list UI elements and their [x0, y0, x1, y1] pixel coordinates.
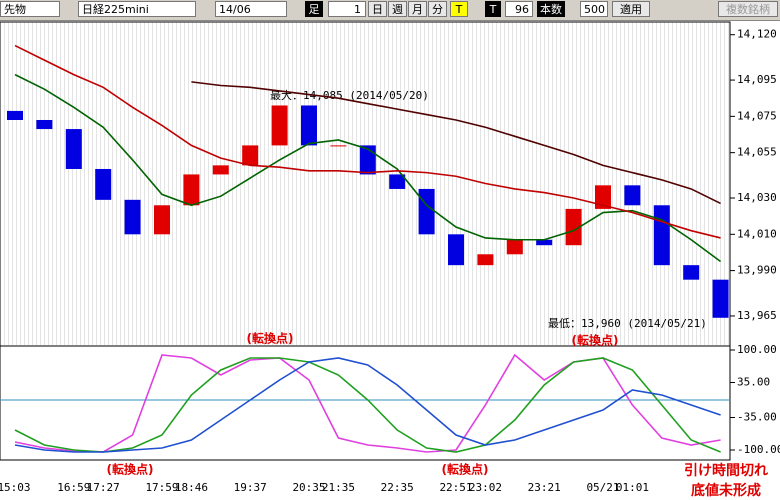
x-tick-label: 05/21 [586, 481, 619, 494]
y-tick-label: -100.00 [737, 443, 780, 456]
candle [683, 265, 700, 280]
y-tick-label: 14,010 [737, 227, 777, 240]
x-tick-label: 21:35 [322, 481, 355, 494]
y-tick-label: 100.00 [737, 343, 777, 356]
x-tick-label: 01:01 [616, 481, 649, 494]
candle [448, 234, 464, 266]
toolbar: 先物 日経225mini 14/06 足 1 日 週 月 分 T T 96 本数… [0, 0, 780, 21]
candle [712, 279, 729, 318]
candle [124, 199, 141, 235]
candle [330, 145, 347, 147]
multi-button[interactable]: 複数銘柄 [718, 1, 778, 17]
bar-size[interactable]: 1 [328, 1, 366, 17]
candle [271, 105, 288, 146]
panel-frame [0, 21, 731, 461]
count-label: 本数 [537, 1, 565, 17]
x-tick-label: 16:59 [57, 481, 90, 494]
y-tick-label: 14,120 [737, 28, 777, 41]
price-panel [0, 22, 730, 345]
turn-label: (転換点) [572, 333, 619, 348]
max-annotation: 最大：14,085 (2014/05/20) [270, 88, 429, 102]
x-tick-label: 19:37 [234, 481, 267, 494]
y-tick-label: 14,095 [737, 73, 777, 86]
market-select[interactable]: 先物 [0, 1, 60, 17]
series-line [191, 81, 721, 205]
day-button[interactable]: 日 [368, 1, 387, 17]
y-tick-label: 14,030 [737, 191, 777, 204]
y-tick-label: 14,075 [737, 109, 777, 122]
note: 底値未形成 [691, 482, 761, 499]
series-line [14, 73, 722, 263]
min-annotation: 最低：13,960 (2014/05/21) [548, 317, 707, 330]
turn-label: (転換点) [107, 462, 154, 477]
symbol-select[interactable]: 日経225mini [78, 1, 196, 17]
week-button[interactable]: 週 [388, 1, 407, 17]
month-button[interactable]: 月 [408, 1, 427, 17]
count-input[interactable]: 96 [505, 1, 533, 17]
candle [36, 119, 53, 130]
candle [506, 239, 523, 255]
y-tick-label: 35.00 [737, 376, 770, 389]
candle [183, 174, 200, 206]
candle [389, 174, 406, 189]
candle [595, 185, 611, 209]
turn-label: (転換点) [442, 462, 489, 477]
series-line [14, 357, 721, 453]
candle [565, 208, 582, 246]
contract-select[interactable]: 14/06 [215, 1, 287, 17]
x-tick-label: 17:27 [87, 481, 120, 494]
candle [653, 205, 670, 266]
x-tick-label: 20:35 [292, 481, 325, 494]
y-tick-label: 13,990 [737, 264, 777, 277]
candle [65, 129, 82, 169]
candle [418, 188, 435, 235]
candle [154, 205, 170, 235]
note: 引け時間切れ [684, 462, 768, 479]
x-tick-label: 23:21 [528, 481, 561, 494]
candle [536, 239, 553, 246]
apply-button[interactable]: 適用 [612, 1, 650, 17]
minute-button[interactable]: 分 [428, 1, 447, 17]
candle [212, 165, 229, 175]
candle [95, 168, 112, 200]
x-tick-label: 22:51 [439, 481, 472, 494]
bar-label: 足 [305, 1, 323, 17]
candle [477, 254, 494, 266]
series-line [14, 357, 721, 453]
candle [301, 105, 317, 146]
y-tick-label: 14,055 [737, 146, 777, 159]
total-input[interactable]: 500 [580, 1, 608, 17]
turn-label: (転換点) [247, 331, 294, 346]
tick-label: T [485, 1, 501, 17]
y-tick-label: 13,965 [737, 309, 777, 322]
candle [7, 110, 23, 120]
x-tick-label: 18:46 [175, 481, 208, 494]
y-tick-label: -35.00 [737, 411, 777, 424]
candle [242, 145, 259, 166]
series-line [14, 353, 721, 453]
x-tick-label: 15:03 [0, 481, 31, 494]
candle [624, 185, 641, 206]
tick-button[interactable]: T [450, 1, 468, 17]
x-tick-label: 23:02 [469, 481, 502, 494]
x-tick-label: 22:35 [381, 481, 414, 494]
x-tick-label: 17:59 [145, 481, 178, 494]
series-line [14, 44, 721, 239]
